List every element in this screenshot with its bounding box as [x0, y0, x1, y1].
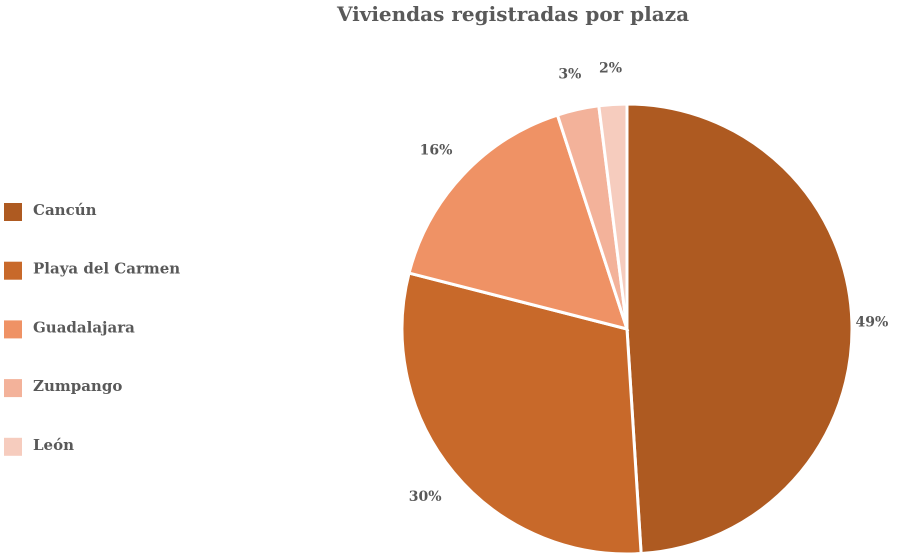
pie-slice-4: [597, 102, 629, 330]
legend-label: Playa del Carmen: [33, 260, 180, 278]
pie-slice-0: [625, 102, 854, 556]
legend-swatch: [4, 320, 22, 339]
chart-title: Viviendas registradas por plaza: [336, 2, 689, 26]
data-label: 3%: [558, 66, 581, 82]
legend-label: León: [33, 436, 74, 454]
legend-swatch: [4, 379, 22, 398]
data-label: 49%: [855, 314, 888, 330]
legend-label: Guadalajara: [33, 318, 135, 336]
legend-swatch: [4, 203, 22, 221]
data-label: 16%: [420, 143, 453, 159]
legend-label: Cancún: [33, 201, 97, 219]
data-label: 2%: [599, 61, 622, 77]
pie-slice-2: [407, 113, 630, 332]
legend-label: Zumpango: [33, 377, 122, 395]
legend-swatch: [4, 437, 22, 456]
data-label: 30%: [409, 489, 442, 505]
legend-swatch: [4, 261, 22, 280]
pie-slice-1: [400, 271, 643, 556]
